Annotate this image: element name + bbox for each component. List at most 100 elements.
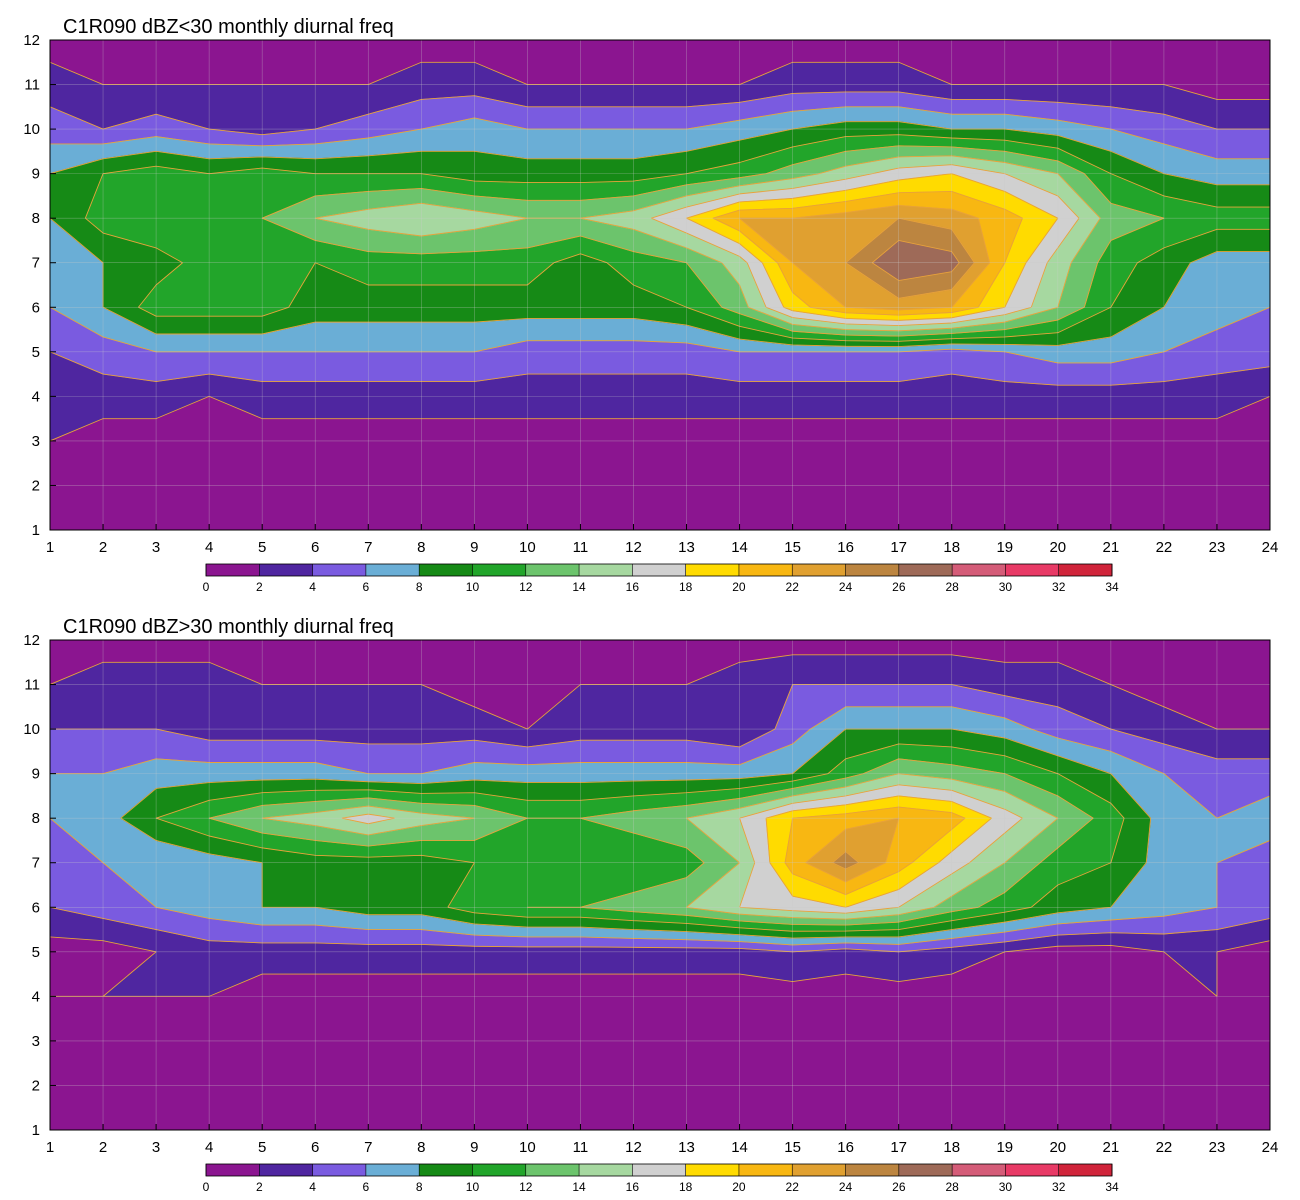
colorbar-swatch	[312, 1164, 367, 1176]
plot-area	[49, 39, 1271, 531]
colorbar-swatch	[259, 1164, 314, 1176]
x-tick-label: 16	[837, 539, 854, 556]
colorbar-tick-label: 26	[892, 580, 906, 594]
contour-line-24	[832, 851, 860, 870]
colorbar-tick-label: 12	[519, 1180, 533, 1194]
y-tick-label: 3	[32, 433, 40, 450]
colorbar-tick-label: 28	[945, 580, 959, 594]
colorbar-swatch	[738, 1164, 793, 1176]
colorbar: 0 2 4 6 8 10 12 14 16 18 20 22 24 26 28 30 32 34	[203, 563, 1119, 594]
colorbar-swatch	[952, 1164, 1006, 1176]
colorbar-swatch	[738, 564, 793, 576]
colorbar-tick-label: 16	[626, 1180, 640, 1194]
y-tick-label: 4	[32, 988, 40, 1005]
x-tick-label: 7	[364, 1139, 372, 1156]
colorbar-swatch	[206, 1164, 260, 1176]
colorbar-tick-label: 18	[679, 580, 693, 594]
y-tick-label: 5	[32, 944, 40, 961]
x-tick-label: 14	[731, 539, 748, 556]
x-tick-label: 12	[625, 1139, 642, 1156]
colorbar-swatch	[898, 1164, 953, 1176]
colorbar-tick-label: 4	[309, 1180, 316, 1194]
y-tick-label: 1	[32, 522, 40, 539]
colorbar-swatch	[579, 564, 633, 576]
filled-contours	[50, 40, 1270, 530]
x-tick-label: 3	[152, 1139, 160, 1156]
y-tick-label: 7	[32, 855, 40, 872]
colorbar-swatch	[419, 1164, 473, 1176]
x-tick-label: 10	[519, 539, 536, 556]
y-tick-label: 6	[32, 899, 40, 916]
y-tick-label: 10	[23, 121, 40, 138]
colorbar-swatch	[792, 1164, 847, 1176]
x-tick-label: 8	[417, 539, 425, 556]
y-tick-label: 4	[32, 388, 40, 405]
x-tick-label: 4	[205, 539, 213, 556]
colorbar-swatch	[365, 1164, 420, 1176]
colorbar-swatch	[685, 564, 740, 576]
x-tick-label: 23	[1209, 539, 1226, 556]
y-tick-label: 10	[23, 721, 40, 738]
colorbar-tick-label: 8	[416, 1180, 423, 1194]
contour-band-12	[831, 851, 860, 870]
x-tick-label: 9	[470, 539, 478, 556]
plot-area	[49, 639, 1271, 1131]
x-tick-label: 23	[1209, 1139, 1226, 1156]
colorbar-tick-label: 14	[572, 580, 586, 594]
x-tick-label: 24	[1262, 1139, 1279, 1156]
colorbar-swatch	[792, 564, 847, 576]
colorbar-tick-label: 24	[839, 1180, 853, 1194]
x-tick-label: 9	[470, 1139, 478, 1156]
y-tick-label: 12	[23, 32, 40, 49]
colorbar-swatch	[525, 1164, 580, 1176]
colorbar-tick-label: 22	[786, 580, 800, 594]
x-tick-label: 1	[46, 1139, 54, 1156]
colorbar-tick-label: 22	[786, 1180, 800, 1194]
y-tick-label: 1	[32, 1122, 40, 1139]
contour-line-22	[739, 205, 991, 311]
y-tick-label: 11	[24, 677, 40, 694]
contour-line-24	[845, 217, 975, 299]
y-tick-label: 9	[32, 166, 40, 183]
colorbar-swatch	[312, 564, 367, 576]
contour-line-8	[120, 728, 1152, 939]
colorbar-tick-label: 2	[256, 1180, 263, 1194]
contour-line-14	[262, 773, 1059, 920]
contour-line-8	[50, 121, 1270, 348]
x-tick-label: 6	[311, 1139, 319, 1156]
contour-line-4	[50, 684, 1270, 953]
colorbar-tick-label: 34	[1105, 1180, 1119, 1194]
contour-lines	[50, 61, 1270, 442]
y-tick-label: 11	[24, 77, 40, 94]
colorbar-swatch	[579, 1164, 633, 1176]
colorbar-tick-label: 0	[203, 1180, 210, 1194]
colorbar-tick-label: 2	[256, 580, 263, 594]
colorbar-swatch	[632, 1164, 687, 1176]
colorbar-swatch	[1058, 564, 1113, 576]
contour-line-14	[315, 155, 1101, 332]
x-tick-label: 19	[996, 539, 1013, 556]
y-tick-label: 2	[32, 1077, 40, 1094]
x-tick-label: 6	[311, 539, 319, 556]
y-tick-label: 3	[32, 1033, 40, 1050]
x-tick-label: 13	[678, 1139, 695, 1156]
colorbar-tick-label: 4	[309, 580, 316, 594]
colorbar-tick-label: 14	[572, 1180, 586, 1194]
x-tick-label: 12	[625, 539, 642, 556]
x-tick-label: 17	[890, 539, 907, 556]
colorbar-swatch	[472, 564, 527, 576]
contour-line-22	[805, 817, 900, 883]
chart-title: C1R090 dBZ>30 monthly diurnal freq	[63, 616, 394, 638]
colorbar-swatch	[685, 1164, 740, 1176]
x-tick-label: 10	[519, 1139, 536, 1156]
x-tick-label: 24	[1262, 539, 1279, 556]
colorbar-swatch	[1005, 564, 1060, 576]
x-tick-label: 3	[152, 539, 160, 556]
x-tick-label: 11	[573, 539, 589, 556]
contour-line-16	[341, 784, 1023, 914]
colorbar-tick-label: 32	[1052, 1180, 1066, 1194]
